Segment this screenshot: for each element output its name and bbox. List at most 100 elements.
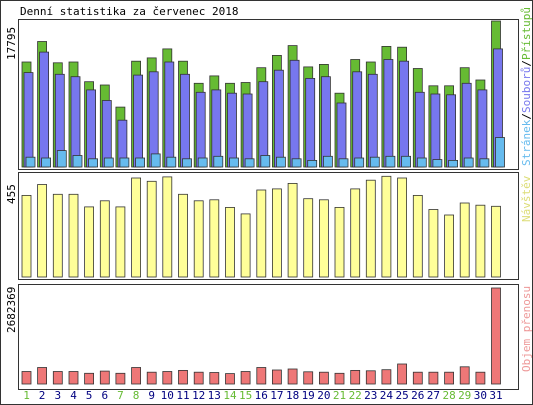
x-tick-label: 6 xyxy=(101,389,108,402)
x-tick-label: 15 xyxy=(239,389,252,402)
pages-bar xyxy=(150,153,161,168)
pages-bar xyxy=(56,150,67,168)
x-axis-labels: 1 2 3 4 5 6 7 8 9 10 11 12 13 14 15 16 17 18 19 20 21 22 23 24 2… xyxy=(23,389,502,402)
chart-title: Denní statistika za červenec 2018 xyxy=(20,5,239,18)
x-tick-label: 28 xyxy=(442,389,455,402)
visits-bar xyxy=(21,194,32,278)
visits-bar xyxy=(115,206,126,278)
visits-bar xyxy=(193,200,204,278)
x-tick-label: 1 xyxy=(23,389,30,402)
pages-bar xyxy=(244,158,255,168)
visits-bar xyxy=(475,204,486,278)
volume-bar xyxy=(37,367,47,385)
pages-bar xyxy=(135,157,146,168)
visits-bar xyxy=(146,180,157,278)
pages-bar xyxy=(260,155,271,168)
visits-bar xyxy=(334,206,345,278)
files-bar xyxy=(164,61,175,168)
volume-bar xyxy=(115,372,126,385)
visits-bar xyxy=(240,213,251,278)
files-bar xyxy=(227,92,237,168)
pages-bar xyxy=(119,157,130,168)
pages-bar xyxy=(416,157,427,168)
files-bar xyxy=(336,102,347,168)
panel-hits-frame xyxy=(18,19,519,170)
visits-bar xyxy=(428,209,439,278)
legend-sep-2: / xyxy=(520,60,533,67)
volume-bar xyxy=(225,373,235,385)
visits-bar xyxy=(37,184,47,278)
files-bar xyxy=(430,93,441,168)
volume-ymax-label: 2682369 xyxy=(5,287,18,333)
volume-bar xyxy=(146,371,157,385)
x-tick-label: 20 xyxy=(317,389,330,402)
pages-bar xyxy=(291,158,302,168)
pages-bar xyxy=(88,158,98,168)
x-tick-label: 5 xyxy=(86,389,93,402)
pages-bar xyxy=(463,157,474,168)
legend-sep-1: / xyxy=(520,113,533,120)
x-tick-label: 29 xyxy=(458,389,471,402)
pages-bar xyxy=(229,157,239,168)
volume-bar xyxy=(21,371,32,385)
files-bar xyxy=(367,73,378,168)
x-tick-label: 16 xyxy=(255,389,268,402)
pages-bar xyxy=(354,157,365,168)
x-tick-label: 8 xyxy=(133,389,140,402)
files-bar xyxy=(273,69,284,168)
pages-bar xyxy=(25,156,36,168)
files-bar xyxy=(148,71,159,168)
visits-bar xyxy=(131,177,142,278)
x-tick-label: 9 xyxy=(148,389,155,402)
visits-bar xyxy=(412,194,423,278)
files-bar xyxy=(101,100,112,168)
visits-bar xyxy=(444,214,455,278)
visits-bar xyxy=(350,188,361,278)
volume-bar xyxy=(256,367,267,385)
files-bar xyxy=(258,81,269,168)
pages-bar xyxy=(369,156,380,168)
volume-bar xyxy=(475,371,486,385)
visits-bar xyxy=(162,176,173,278)
legend-files: Souborů xyxy=(520,67,533,113)
visits-ymax-label: 455 xyxy=(5,184,18,204)
pages-bar xyxy=(448,159,459,168)
x-tick-label: 7 xyxy=(117,389,124,402)
files-bar xyxy=(383,59,394,168)
volume-bar xyxy=(318,371,329,385)
hits-ymax-label: 17795 xyxy=(5,27,18,60)
pages-bar xyxy=(307,159,318,168)
x-tick-label: 26 xyxy=(411,389,424,402)
files-bar xyxy=(446,94,457,168)
pages-bar xyxy=(275,156,286,168)
visits-bar xyxy=(99,200,110,278)
volume-bar xyxy=(99,370,110,385)
x-tick-label: 23 xyxy=(364,389,377,402)
panel-volume-frame xyxy=(18,284,519,390)
x-tick-label: 11 xyxy=(176,389,189,402)
x-tick-label: 14 xyxy=(223,389,237,402)
files-bar xyxy=(320,76,331,168)
volume-bar xyxy=(131,367,142,385)
files-bar xyxy=(39,51,49,168)
volume-bar xyxy=(444,371,455,385)
volume-bar xyxy=(381,369,392,385)
x-tick-label: 21 xyxy=(333,389,346,402)
files-bar xyxy=(305,78,316,168)
volume-bar xyxy=(84,372,94,385)
visits-bar xyxy=(84,206,94,278)
pages-bar xyxy=(338,158,349,168)
volume-bar xyxy=(459,366,470,385)
x-tick-label: 25 xyxy=(395,389,408,402)
pages-bar xyxy=(166,156,177,168)
visits-bar xyxy=(303,198,314,278)
x-tick-label: 3 xyxy=(54,389,61,402)
volume-bar xyxy=(209,372,220,385)
files-bar xyxy=(70,76,81,168)
x-tick-label: 18 xyxy=(286,389,299,402)
volume-bar xyxy=(334,372,345,385)
pages-bar xyxy=(103,157,114,168)
x-tick-label: 12 xyxy=(192,389,205,402)
